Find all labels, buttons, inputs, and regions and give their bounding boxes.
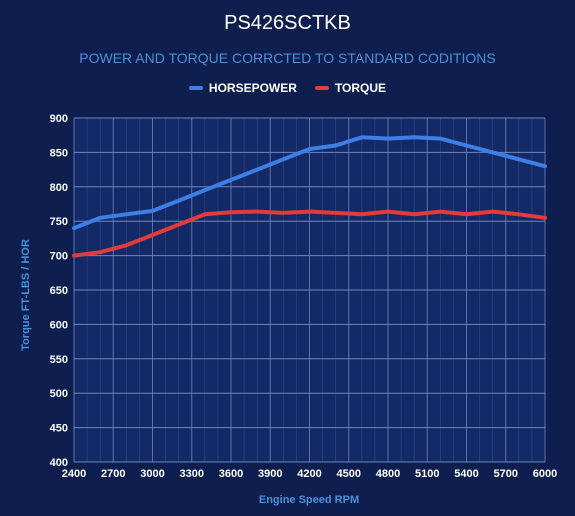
y-tick-label: 900 bbox=[50, 113, 68, 125]
legend-swatch-horsepower bbox=[188, 86, 203, 90]
legend-item-horsepower[interactable]: HORSEPOWER bbox=[188, 81, 297, 95]
x-tick-label: 6000 bbox=[533, 468, 557, 480]
y-tick-label: 500 bbox=[50, 388, 68, 400]
x-tick-label: 4800 bbox=[376, 468, 400, 480]
y-tick-label: 600 bbox=[50, 319, 68, 331]
x-tick-label: 3000 bbox=[140, 468, 164, 480]
x-tick-label: 4200 bbox=[297, 468, 321, 480]
y-tick-label: 400 bbox=[50, 457, 68, 469]
y-tick-label: 550 bbox=[50, 354, 68, 366]
x-tick-label: 5700 bbox=[494, 468, 518, 480]
y-tick-label: 450 bbox=[50, 423, 68, 435]
x-axis-title: Engine Speed RPM bbox=[259, 494, 359, 506]
x-tick-label: 2700 bbox=[101, 468, 125, 480]
x-tick-label: 2400 bbox=[62, 468, 86, 480]
legend-label-horsepower: HORSEPOWER bbox=[208, 81, 297, 95]
legend: HORSEPOWER TORQUE bbox=[0, 81, 575, 95]
x-tick-label: 3900 bbox=[258, 468, 282, 480]
chart-title: PS426SCTKB bbox=[224, 12, 351, 34]
y-tick-label: 650 bbox=[50, 285, 68, 297]
y-tick-label: 800 bbox=[50, 182, 68, 194]
y-axis-title: Torque FT-LBS / HOR bbox=[20, 239, 32, 351]
x-tick-label: 3300 bbox=[180, 468, 204, 480]
torque-series-line[interactable] bbox=[72, 209, 547, 258]
x-tick-label: 5100 bbox=[415, 468, 439, 480]
x-tick-label: 4500 bbox=[337, 468, 361, 480]
chart-subtitle: POWER AND TORQUE CORRCTED TO STANDARD CO… bbox=[79, 50, 496, 66]
x-tick-label: 5400 bbox=[454, 468, 478, 480]
y-tick-label: 850 bbox=[50, 147, 68, 159]
legend-item-torque[interactable]: TORQUE bbox=[314, 81, 387, 95]
legend-swatch-torque bbox=[314, 86, 329, 90]
legend-label-torque: TORQUE bbox=[334, 81, 387, 95]
x-tick-label: 3600 bbox=[219, 468, 243, 480]
horsepower-series-line[interactable] bbox=[72, 135, 547, 231]
y-tick-label: 750 bbox=[50, 216, 68, 228]
y-tick-label: 700 bbox=[50, 251, 68, 263]
